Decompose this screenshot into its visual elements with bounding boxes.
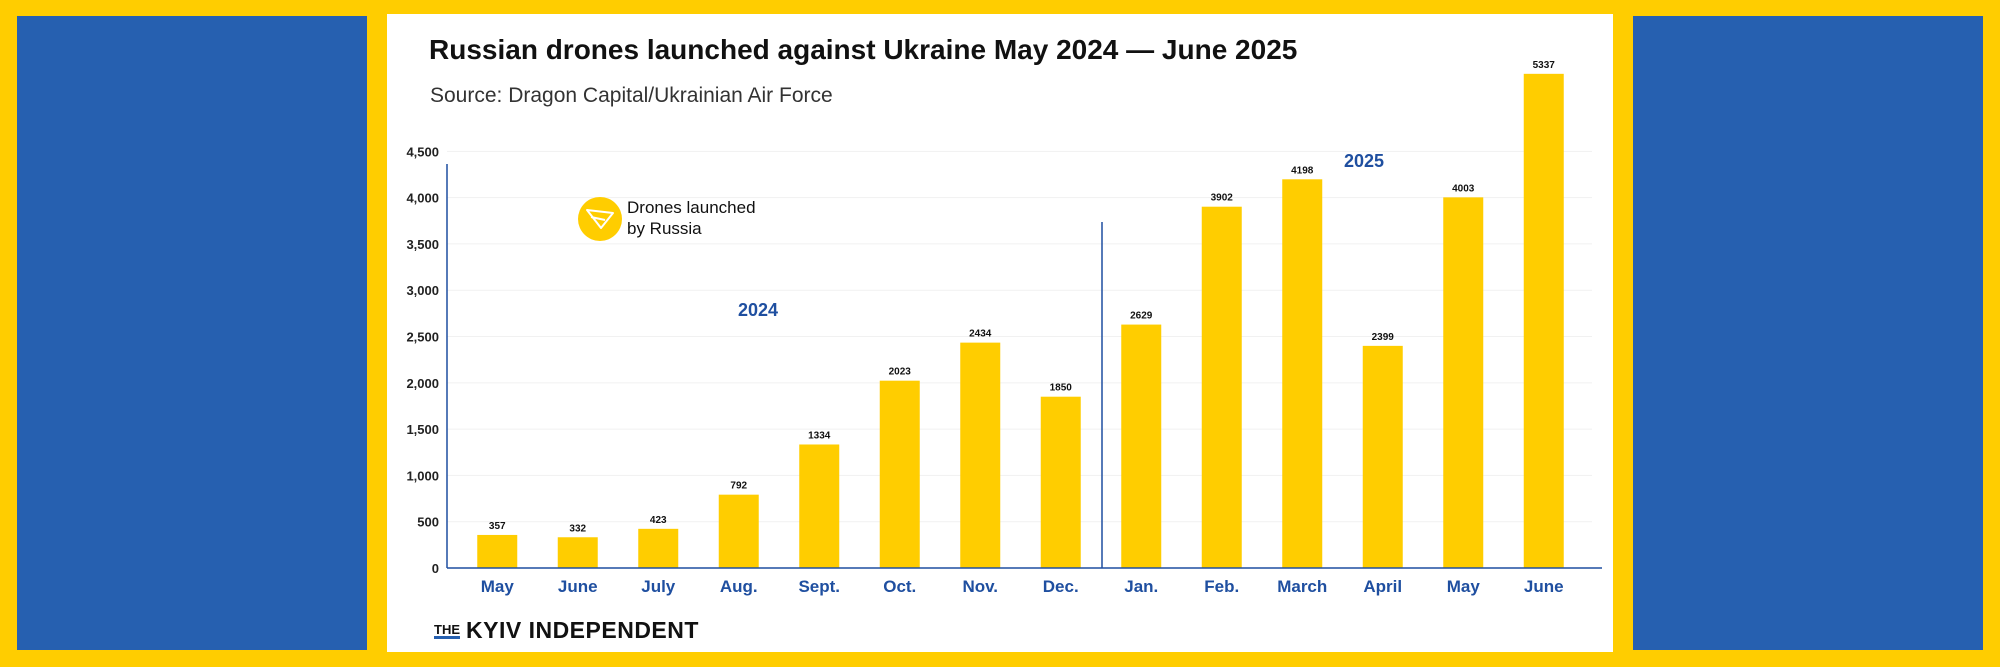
x-tick-label: Sept. [798, 577, 840, 596]
bar [1362, 345, 1403, 568]
legend: Drones launched by Russia [578, 197, 756, 241]
brand-name: KYIV INDEPENDENT [466, 617, 699, 643]
y-tick-label: 2,500 [406, 330, 439, 345]
y-tick-label: 4,500 [406, 144, 439, 159]
bar [557, 537, 598, 568]
bar-value-label: 2023 [889, 367, 912, 378]
x-tick-label: Nov. [962, 577, 998, 596]
legend-label-line1: Drones launched [627, 198, 756, 217]
left-blue-panel [17, 16, 367, 650]
x-tick-label: Jan. [1124, 577, 1158, 596]
brand-logo: THE KYIV INDEPENDENT [434, 617, 699, 644]
right-blue-panel [1633, 16, 1983, 650]
chart-subtitle: Source: Dragon Capital/Ukrainian Air For… [430, 84, 833, 107]
bar-value-label: 1850 [1050, 383, 1073, 394]
year-2024-label: 2024 [738, 300, 778, 320]
y-tick-label: 3,000 [406, 283, 439, 298]
bar [960, 342, 1001, 568]
bar [1040, 396, 1081, 568]
legend-label-line2: by Russia [627, 219, 702, 238]
bar-value-label: 332 [569, 523, 586, 534]
bar [879, 380, 920, 568]
y-tick-label: 4,000 [406, 191, 439, 206]
bar [477, 534, 518, 568]
bar [1523, 73, 1564, 569]
x-tick-label: Feb. [1204, 577, 1239, 596]
drone-shape [586, 209, 614, 229]
x-tick-label: Dec. [1043, 577, 1079, 596]
bar-value-label: 3902 [1211, 193, 1234, 204]
x-tick-label: July [641, 577, 676, 596]
bar-value-label: 792 [730, 481, 747, 492]
x-tick-label: Aug. [720, 577, 758, 596]
x-tick-label: Oct. [883, 577, 916, 596]
chart-card: 357 332 423 792 1334 2023 2434 1850 2629 3902 4198… [387, 14, 1613, 652]
bar-value-label: 2399 [1372, 332, 1395, 343]
year-2025-label: 2025 [1344, 151, 1384, 171]
bar-chart: 357 332 423 792 1334 2023 2434 1850 2629 3902 4198… [406, 60, 1602, 596]
x-tick-label: March [1277, 577, 1327, 596]
x-tick-label: May [481, 577, 515, 596]
bar-value-label: 2629 [1130, 311, 1153, 322]
bar [718, 494, 759, 568]
y-tick-label: 0 [432, 561, 439, 576]
bar [1282, 179, 1323, 568]
x-tick-label: June [558, 577, 598, 596]
y-tick-label: 2,000 [406, 376, 439, 391]
bar [1201, 206, 1242, 568]
x-tick-label: April [1363, 577, 1402, 596]
bar [799, 444, 840, 568]
y-tick-label: 3,500 [406, 237, 439, 252]
bar [638, 528, 679, 568]
y-tick-label: 1,500 [406, 422, 439, 437]
y-tick-label: 1,000 [406, 468, 439, 483]
bar [1443, 197, 1484, 568]
bar-value-label: 1334 [808, 430, 831, 441]
bar [1121, 324, 1162, 568]
x-tick-label: May [1447, 577, 1481, 596]
bar-value-label: 4003 [1452, 183, 1475, 194]
x-tick-label: June [1524, 577, 1564, 596]
bar-value-label: 2434 [969, 329, 992, 340]
chart-title: Russian drones launched against Ukraine … [429, 34, 1298, 65]
bar-value-label: 357 [489, 521, 506, 532]
bar-value-label: 4198 [1291, 165, 1314, 176]
y-tick-label: 500 [417, 515, 439, 530]
brand-prefix: THE [434, 622, 460, 639]
bar-value-label: 5337 [1533, 60, 1556, 71]
bar-value-label: 423 [650, 515, 667, 526]
